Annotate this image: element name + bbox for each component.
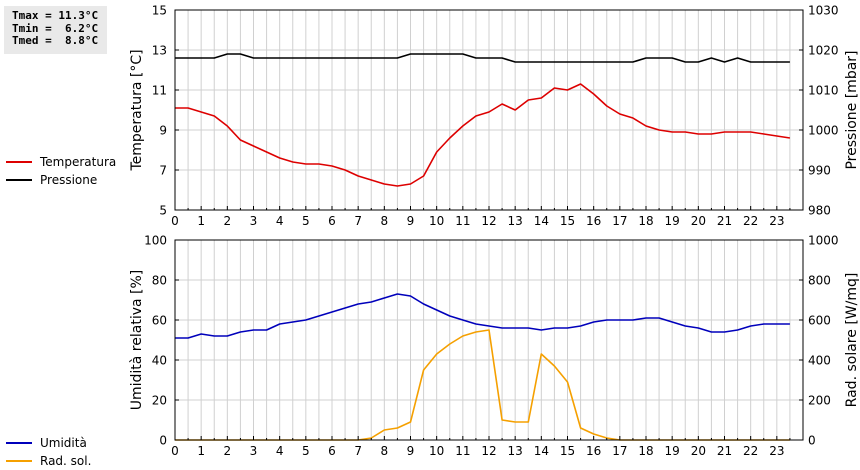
y-left-tick-label: 60 [152,314,167,328]
x-tick-label: 20 [691,214,706,228]
x-tick-label: 15 [560,444,575,458]
y-left-tick-label: 5 [159,204,167,218]
y-left-tick-label: 80 [152,274,167,288]
y-left-tick-label: 11 [152,84,167,98]
x-tick-label: 8 [381,444,389,458]
stats-box: Tmax = 11.3°C Tmin = 6.2°C Tmed = 8.8°C [4,6,107,54]
x-tick-label: 6 [328,214,336,228]
legend-swatch-solar [6,460,32,462]
tmed-text: Tmed = 8.8°C [12,34,99,47]
x-tick-label: 4 [276,444,284,458]
y-right-axis-label: Rad. solare [W/mq] [844,273,860,408]
y-right-tick-label: 400 [808,354,831,368]
legend-item-temperature: Temperatura [6,153,116,171]
x-tick-label: 6 [328,444,336,458]
y-right-tick-label: 600 [808,314,831,328]
y-right-tick-label: 1000 [808,234,839,248]
legend-label-pressure: Pressione [40,173,98,187]
x-tick-label: 12 [481,444,496,458]
x-tick-label: 8 [381,214,389,228]
y-left-tick-label: 100 [144,234,167,248]
x-tick-label: 7 [354,214,362,228]
y-left-tick-label: 20 [152,394,167,408]
x-tick-label: 16 [586,214,601,228]
series-line-solar [175,329,790,441]
x-tick-label: 21 [717,214,732,228]
x-tick-label: 23 [769,444,784,458]
series-line-temperature [175,83,791,187]
x-tick-label: 14 [534,444,549,458]
x-tick-label: 11 [455,444,470,458]
x-tick-label: 10 [429,444,444,458]
y-left-tick-label: 15 [152,4,167,18]
legend-label-humidity: Umidità [40,436,87,450]
x-tick-label: 2 [224,444,232,458]
legend-swatch-pressure [6,179,32,181]
x-tick-label: 9 [407,444,415,458]
weather-charts: 0 1 2 3 4 5 6 7 8 9 10 11 12 13 14 15 16 17 18 19 20 21 22 2357… [129,4,860,459]
x-tick-label: 5 [302,214,310,228]
y-right-tick-label: 980 [808,204,831,218]
legend-item-humidity: Umidità [6,434,91,452]
x-tick-label: 18 [638,444,653,458]
x-tick-label: 15 [560,214,575,228]
x-tick-label: 1 [197,214,205,228]
y-left-tick-label: 7 [159,164,167,178]
x-tick-label: 0 [171,214,179,228]
y-left-tick-label: 9 [159,124,167,138]
x-tick-label: 23 [769,214,784,228]
x-tick-label: 19 [665,214,680,228]
x-tick-label: 2 [224,214,232,228]
x-tick-label: 10 [429,214,444,228]
x-tick-label: 13 [508,214,523,228]
x-tick-label: 13 [508,444,523,458]
y-right-tick-label: 1000 [808,124,839,138]
series-line-humidity [175,293,790,339]
x-tick-label: 11 [455,214,470,228]
y-left-axis-label: Umidità relativa [%] [129,270,145,411]
x-tick-label: 17 [612,214,627,228]
x-tick-label: 1 [197,444,205,458]
x-tick-label: 5 [302,444,310,458]
x-tick-label: 4 [276,214,284,228]
x-tick-label: 0 [171,444,179,458]
x-tick-label: 21 [717,444,732,458]
y-right-tick-label: 200 [808,394,831,408]
legend-label-temperature: Temperatura [40,155,117,169]
legend-item-pressure: Pressione [6,171,116,189]
y-left-tick-label: 0 [159,434,167,448]
y-right-tick-label: 800 [808,274,831,288]
y-right-tick-label: 1030 [808,4,839,18]
x-tick-label: 19 [665,444,680,458]
x-tick-label: 14 [534,214,549,228]
x-tick-label: 9 [407,214,415,228]
x-tick-label: 18 [638,214,653,228]
x-tick-label: 22 [743,444,758,458]
x-tick-label: 20 [691,444,706,458]
y-left-axis-label: Temperatura [°C] [129,49,145,171]
x-tick-label: 17 [612,444,627,458]
top-legend: Temperatura Pressione [6,153,116,189]
legend-swatch-temperature [6,161,32,163]
x-tick-label: 12 [481,214,496,228]
tmin-text: Tmin = 6.2°C [12,21,99,35]
x-tick-label: 3 [250,214,258,228]
x-tick-label: 7 [354,444,362,458]
y-right-tick-label: 990 [808,164,831,178]
y-left-tick-label: 13 [152,44,167,58]
y-right-tick-label: 0 [808,434,816,448]
y-right-tick-label: 1020 [808,44,839,58]
x-tick-label: 16 [586,444,601,458]
x-tick-label: 22 [743,214,758,228]
legend-swatch-humidity [6,442,32,444]
y-right-tick-label: 1010 [808,84,839,98]
tmax-text: Tmax = 11.3°C [12,9,99,22]
y-left-tick-label: 40 [152,354,167,368]
series-line-pressure [175,53,790,63]
y-right-axis-label: Pressione [mbar] [844,50,860,169]
x-tick-label: 3 [250,444,258,458]
